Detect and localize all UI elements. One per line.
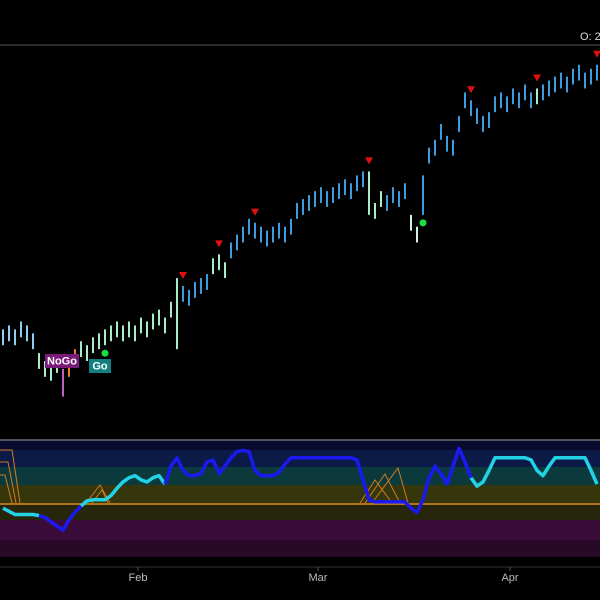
x-tick-label: Feb xyxy=(129,572,148,584)
fan xyxy=(364,473,401,504)
fan xyxy=(0,474,13,504)
down-marker xyxy=(365,157,373,165)
x-tick-label: Mar xyxy=(309,572,328,584)
fan xyxy=(0,461,17,504)
down-marker xyxy=(179,271,187,279)
x-tick-label: Apr xyxy=(501,572,518,584)
band xyxy=(0,540,600,557)
band xyxy=(0,503,600,520)
down-marker xyxy=(533,74,541,82)
down-marker xyxy=(593,50,600,58)
band xyxy=(0,520,600,540)
oscillator-line xyxy=(38,446,473,532)
band xyxy=(0,441,600,450)
price-bars xyxy=(2,64,598,397)
down-marker xyxy=(251,208,259,216)
nogo-badge xyxy=(45,354,79,368)
nogo-label: NoGo xyxy=(47,355,77,367)
fan xyxy=(359,479,393,504)
down-marker xyxy=(215,240,223,248)
fan xyxy=(0,449,21,504)
go-label: Go xyxy=(92,360,108,372)
go-dot xyxy=(419,219,427,227)
down-marker xyxy=(467,86,475,94)
band xyxy=(0,485,600,503)
go-dot xyxy=(101,349,109,357)
header-text: O: 2 xyxy=(580,31,600,43)
oscillator-line xyxy=(2,456,599,518)
fan xyxy=(371,466,409,504)
band xyxy=(0,467,600,485)
go-badge xyxy=(89,359,111,373)
